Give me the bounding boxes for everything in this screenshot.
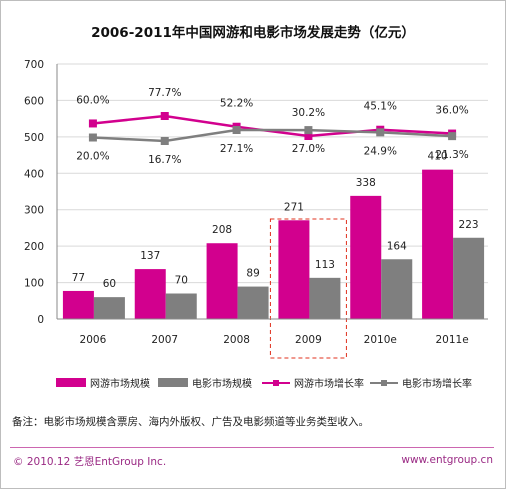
line-marker [304,132,313,140]
line-marker [160,137,169,145]
bar-value-label: 89 [246,268,259,280]
x-tick-label: 2010e [364,334,397,346]
line-value-label: 21.3% [435,149,468,161]
bar-value-label: 223 [459,219,479,231]
bar-value-label: 137 [140,250,160,262]
bar-value-label: 60 [103,278,116,290]
line-value-label: 30.2% [292,107,325,119]
bar-online-game [62,290,94,319]
bar-film [93,297,125,319]
bar-value-label: 70 [175,275,188,287]
line-marker [448,132,457,141]
y-tick-label: 500 [24,132,44,144]
legend-label: 网游市场增长率 [294,377,364,390]
line-film-growth [92,128,453,143]
bar-value-label: 113 [315,259,335,271]
bar-film [165,293,197,319]
line-value-label: 36.0% [435,105,468,117]
line-marker [376,128,385,137]
legend-label: 网游市场规模 [90,377,150,390]
legend-marker [273,380,279,386]
legend-marker [381,380,387,386]
line-marker [232,126,241,134]
bar-online-game [206,243,238,319]
chart-title: 2006-2011年中国网游和电影市场发展走势（亿元） [91,24,415,41]
x-tick-label: 2009 [295,334,322,346]
line-value-label: 16.7% [148,154,181,166]
legend-swatch [158,378,188,387]
footnote: 备注：电影市场规模含票房、海内外版权、广告及电影频道等业务类型收入。 [12,416,369,428]
bar-film [309,277,341,319]
copyright-text: © 2010.12 艺恩EntGroup Inc. [13,456,167,468]
y-tick-label: 400 [24,168,44,180]
line-value-label: 52.2% [220,98,253,110]
bar-value-label: 271 [284,201,304,213]
bar-value-label: 410 [428,151,448,163]
line-value-label: 60.0% [76,94,109,106]
x-tick-label: 2011e [435,334,468,346]
y-tick-label: 700 [24,59,44,71]
legend-label: 电影市场增长率 [402,377,472,390]
line-marker [160,112,169,120]
x-tick-label: 2006 [80,334,107,346]
y-tick-label: 300 [24,205,44,217]
footer-divider [10,447,494,448]
line-value-label: 24.9% [364,145,397,157]
bar-film [453,237,485,319]
line-marker [88,133,97,142]
bar-film [237,286,269,319]
bar-value-label: 208 [212,224,232,236]
y-tick-label: 200 [24,241,44,253]
bar-value-label: 338 [356,177,376,189]
line-marker [88,119,97,128]
website-link[interactable]: www.entgroup.cn [401,454,493,466]
bar-online-game [350,195,382,319]
line-value-label: 27.0% [292,143,325,155]
x-tick-label: 2008 [223,334,250,346]
bar-online-game [422,169,454,319]
line-value-label: 77.7% [148,87,181,99]
line-value-label: 27.1% [220,143,253,155]
bar-online-game [134,269,166,319]
line-marker [304,126,313,135]
legend-swatch [56,378,86,387]
highlight-box [269,218,347,359]
bar-value-label: 77 [72,272,85,284]
bar-film [381,259,413,319]
bar-value-label: 164 [387,240,407,252]
line-value-label: 20.0% [76,151,109,163]
x-tick-label: 2007 [151,334,178,346]
line-online-game-growth [92,114,453,138]
y-tick-label: 0 [37,314,44,326]
bar-online-game [278,220,310,319]
y-tick-label: 100 [24,278,44,290]
line-value-label: 45.1% [364,101,397,113]
legend-label: 电影市场规模 [192,377,252,390]
y-tick-label: 600 [24,95,44,107]
